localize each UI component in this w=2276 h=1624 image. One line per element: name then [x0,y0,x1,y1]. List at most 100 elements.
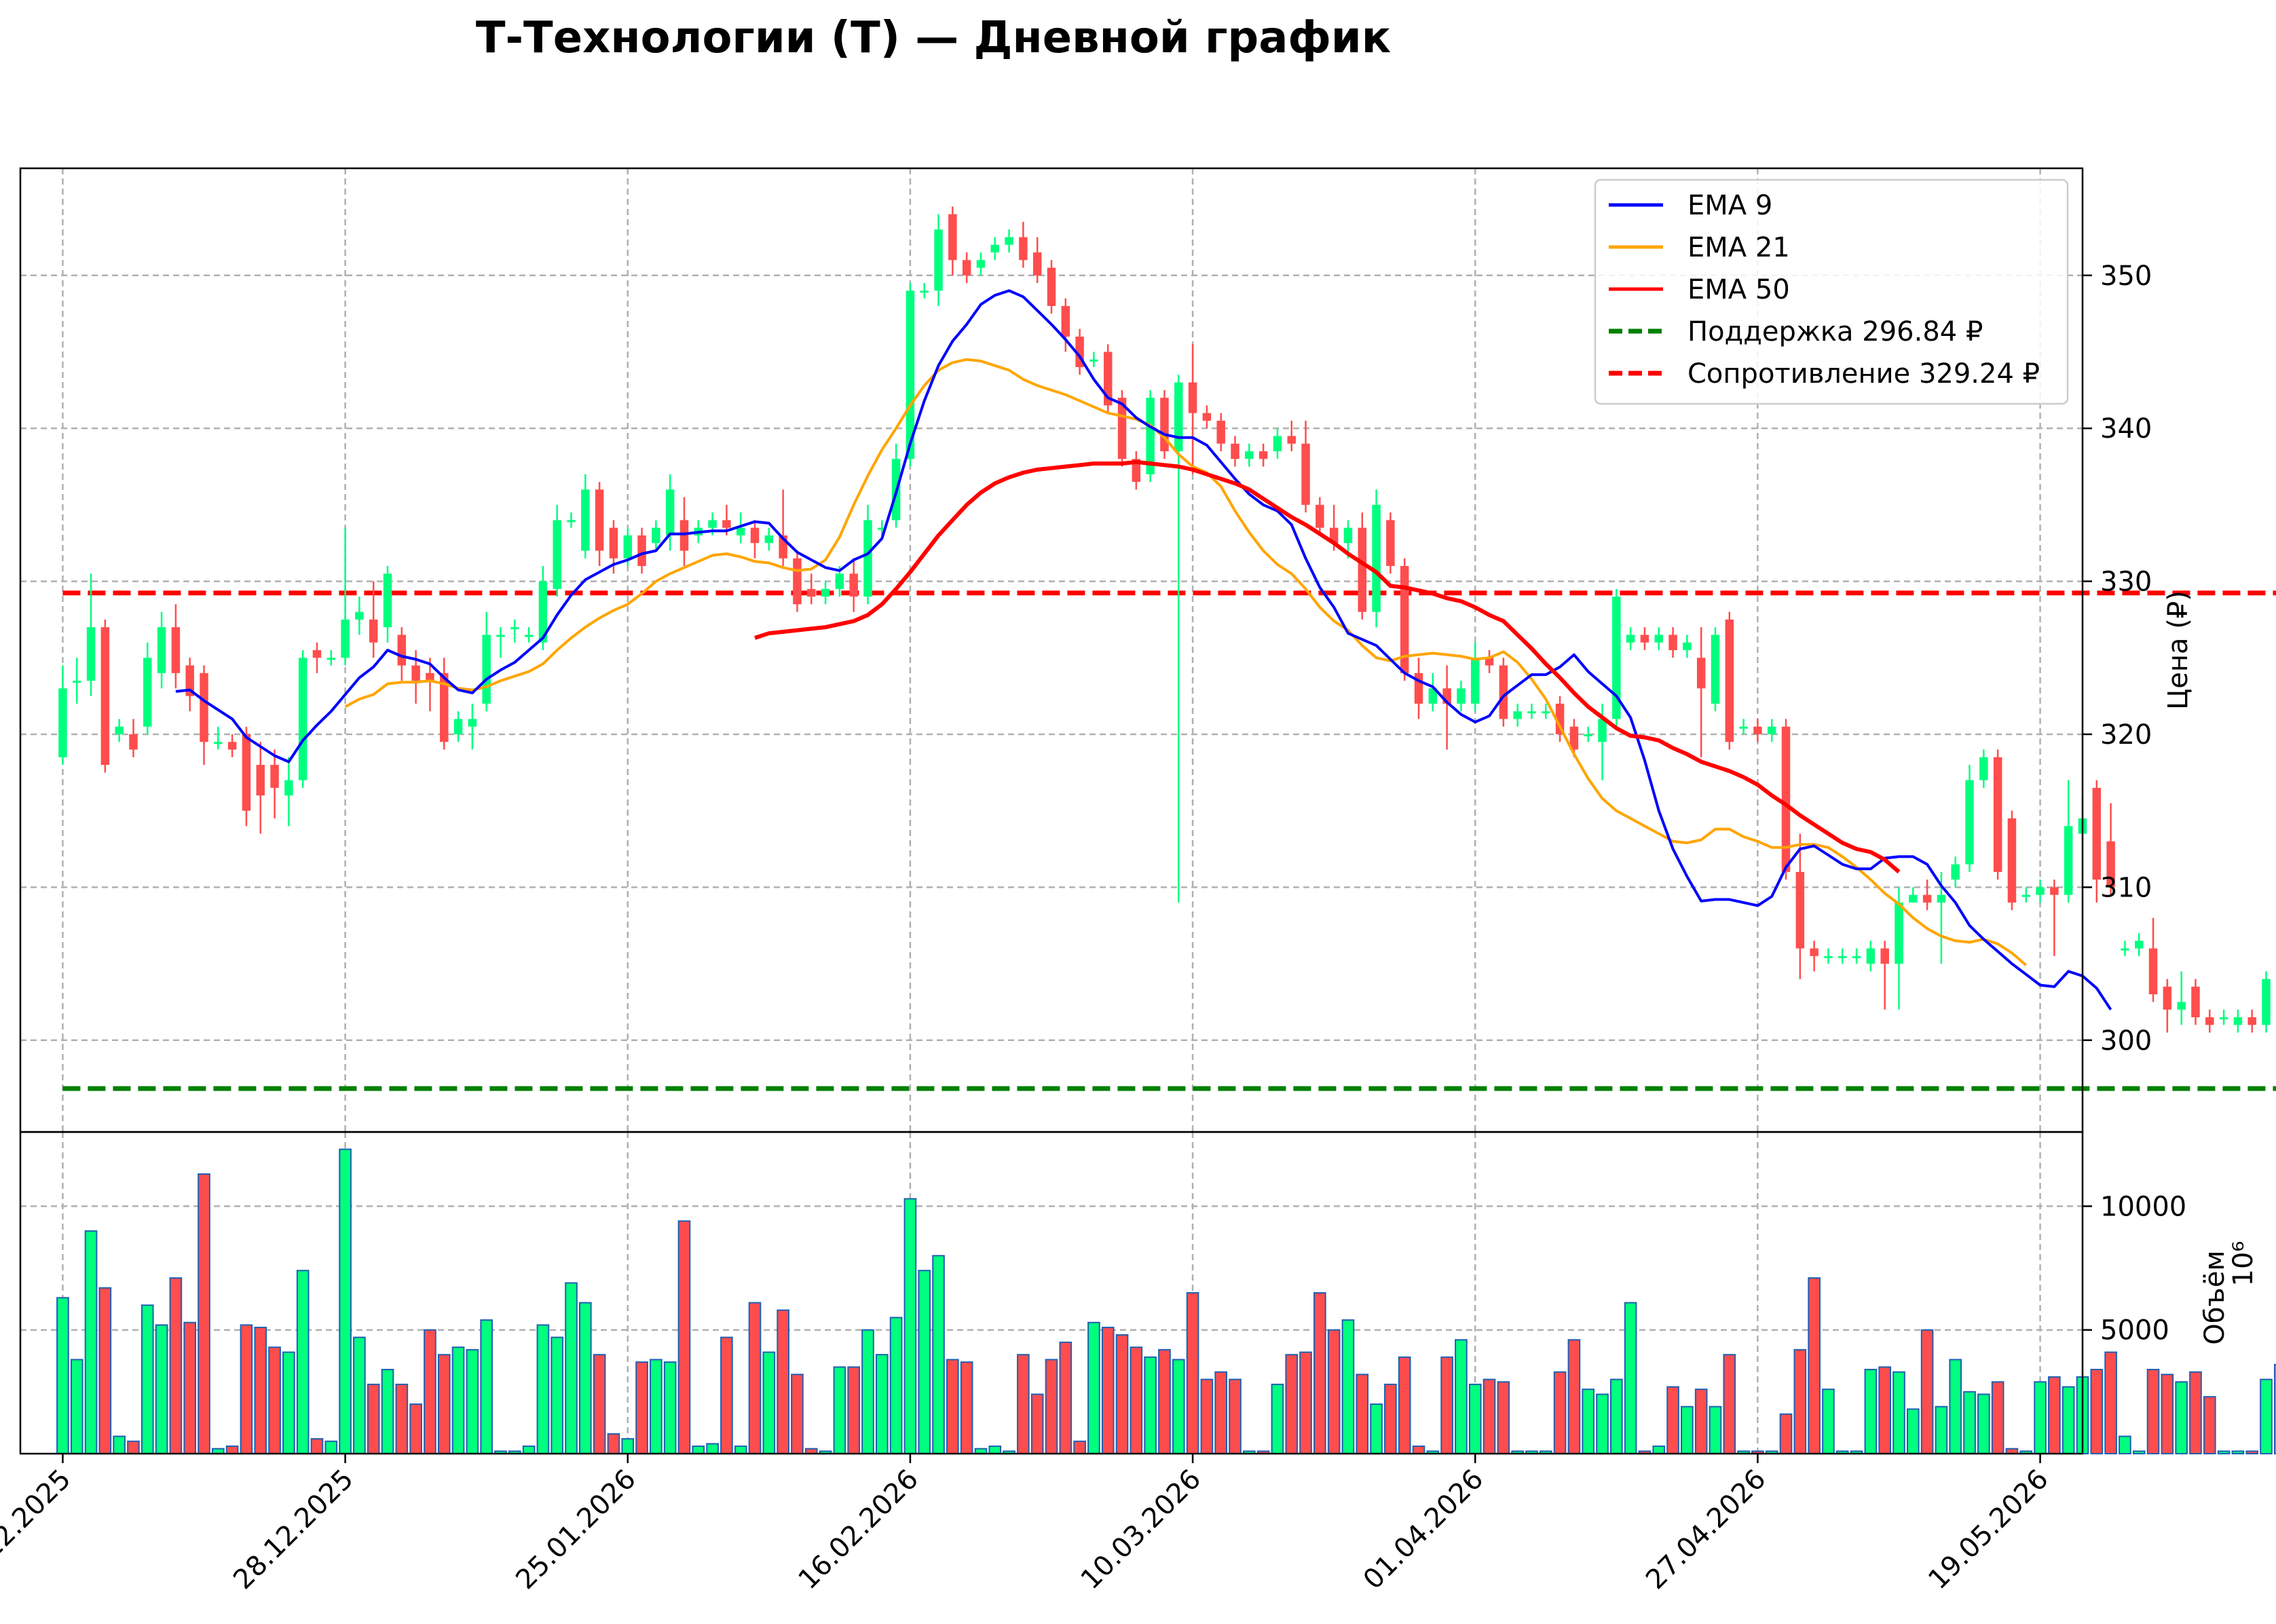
candle-body [397,635,407,666]
volume-bar [409,1403,422,1454]
price-tick-label: 330 [2100,567,2152,598]
volume-axis-label: Объём [2199,1250,2231,1344]
candle-body [270,765,279,788]
volume-bar [56,1297,69,1455]
candle-body [1160,398,1169,451]
candle-body [538,581,548,643]
ema9-line [175,289,2112,1011]
candle-body [1471,658,1480,704]
volume-bar [437,1354,451,1454]
candle-body [1895,902,1903,964]
volume-unit-label: 10⁶ [2228,1241,2259,1287]
candle-body [1202,413,1212,421]
candle-body [1527,711,1536,714]
price-tick-label: 310 [2100,872,2152,903]
price-tick-label: 340 [2100,413,2152,445]
candle-body [934,229,943,291]
volume-bar [1878,1366,1892,1455]
volume-bar [621,1438,635,1454]
candle-body [1555,703,1565,734]
volume-bar [2189,1371,2202,1454]
volume-bar [635,1361,648,1454]
candle-body [2219,1017,2228,1019]
candle-body [1979,757,1988,780]
candle-body [1626,635,1635,643]
candle-body [679,520,689,551]
volume-bar [367,1383,380,1455]
candle-body [327,658,336,660]
volume-bar [565,1282,578,1455]
candle-body [171,627,181,673]
volume-bar [1468,1383,1482,1455]
price-tick-label: 300 [2100,1025,2152,1057]
volume-bar [254,1327,267,1454]
volume-bar [127,1440,140,1455]
candle-body [496,635,505,637]
candle-body [1019,237,1028,261]
legend-box [1594,178,2069,405]
candle-body [2050,887,2059,895]
candle-body [468,719,477,727]
volume-bar [1723,1354,1736,1454]
candle-body [595,489,604,551]
candle-body [2007,818,2017,903]
candle-body [2191,986,2200,1017]
candle-body [2205,1017,2214,1025]
candles [58,206,2271,1033]
volume-bar [579,1302,592,1454]
candle-body [1273,436,1282,451]
candle-body [355,611,364,620]
candle-body [1372,504,1381,612]
volume-bar [988,1446,1002,1454]
volume-bar [225,1446,239,1454]
candle-body [1951,864,1960,880]
candle-body [129,734,138,750]
candle-body [383,573,392,628]
candle-body [1499,665,1508,719]
candle-body [1795,871,1805,949]
volume-bar [70,1359,83,1455]
volume-bar [2119,1435,2131,1454]
candle-body [962,260,971,276]
volume-bar [183,1321,197,1455]
volume-y-axis: 5000 10000 [2083,1191,2186,1346]
candle-body [115,726,124,734]
volume-bar [1681,1405,1694,1455]
volume-bar [2048,1376,2061,1455]
candle-body [581,489,590,551]
candle-body [1725,619,1734,742]
volume-bar [240,1324,253,1455]
candle-body [453,719,463,734]
volume-bar [734,1446,747,1454]
candle-body [1132,459,1141,483]
candle-body [793,558,802,605]
candle-body [2092,787,2102,880]
volume-bar [480,1319,493,1454]
candle-body [2247,1017,2256,1025]
volume-bar [2034,1381,2047,1455]
candle-body [524,635,534,637]
candle-body [2262,979,2271,1025]
volume-bar [1115,1334,1129,1454]
chart-title: Т-Технологии (Т) — Дневной график [476,13,1391,63]
legend-label: EMA 21 [1687,232,1790,263]
candle-body [1739,726,1748,729]
volume-bar [748,1302,762,1454]
candle-body [2163,986,2172,1010]
candle-body [284,780,293,796]
volume-bar [2217,1450,2231,1454]
volume-bar [1059,1341,1072,1455]
volume-bar [889,1317,903,1455]
volume-bar [1596,1393,1609,1454]
candle-body [1753,726,1762,734]
candle-body [1047,267,1056,306]
volume-bar [607,1433,620,1455]
volume-bar [2273,1363,2276,1454]
candle-body [1852,956,1861,958]
candle-body [1584,734,1592,736]
volume-bar [98,1287,112,1454]
volume-bar [1285,1354,1299,1454]
candle-body [750,527,760,544]
candle-body [1485,658,1494,666]
volume-bar [339,1148,352,1454]
